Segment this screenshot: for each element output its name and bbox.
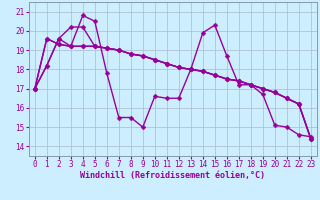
X-axis label: Windchill (Refroidissement éolien,°C): Windchill (Refroidissement éolien,°C) (80, 171, 265, 180)
